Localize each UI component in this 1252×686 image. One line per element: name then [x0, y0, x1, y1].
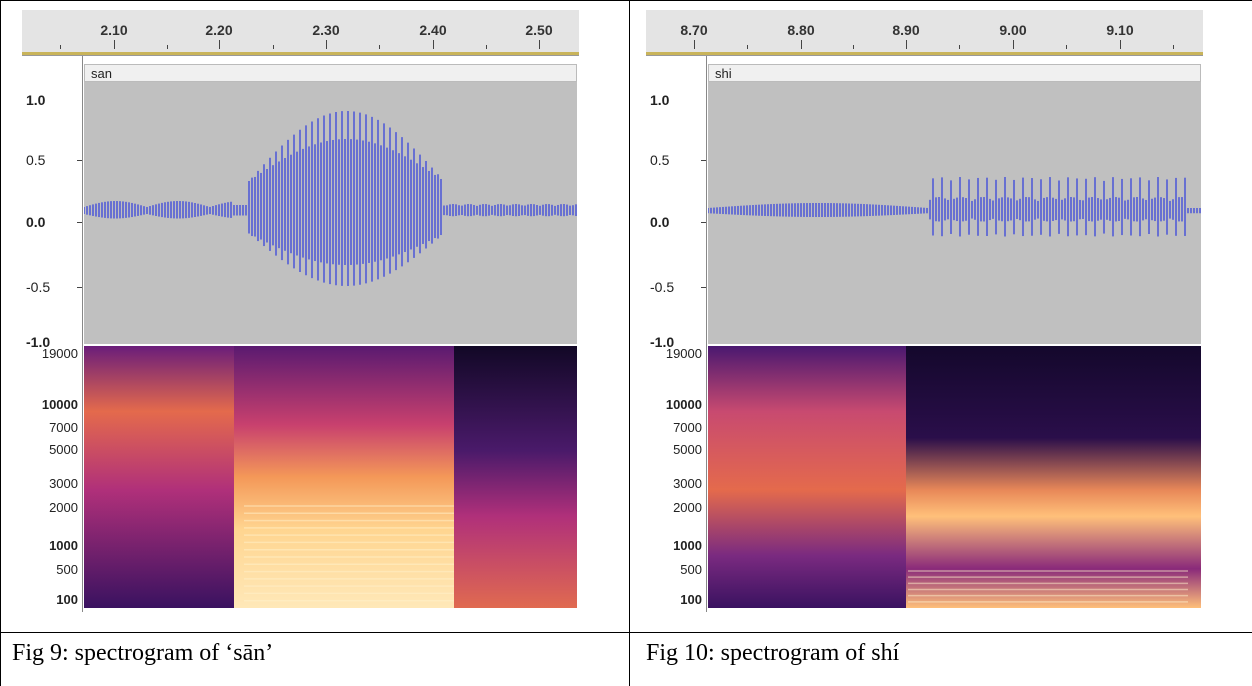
amplitude-label: 0.0 — [26, 214, 46, 230]
amplitude-tick — [701, 222, 706, 223]
ruler-minor-tick — [167, 45, 168, 49]
spectrogram-graphic — [708, 346, 1201, 608]
ruler-tick-label: 8.90 — [892, 22, 920, 38]
table-column-divider — [629, 0, 630, 686]
amplitude-label: 1.0 — [26, 92, 46, 108]
track-label[interactable]: shi — [708, 64, 1201, 82]
ruler-major-tick — [906, 40, 907, 49]
ruler-major-tick — [219, 40, 220, 49]
ruler-major-tick — [694, 40, 695, 49]
audio-panel-fig9: 2.10 2.20 2.30 2.40 2.50 1.0 0.5 0.0 -0.… — [22, 10, 579, 612]
ruler-minor-tick — [959, 45, 960, 49]
ruler-minor-tick — [486, 45, 487, 49]
waveform-view[interactable] — [707, 82, 1201, 344]
audio-panel-fig10: 8.70 8.80 8.90 9.00 9.10 1.0 0.5 0.0 -0.… — [646, 10, 1203, 612]
frequency-label: 2000 — [673, 500, 702, 515]
ruler-tick-label: 2.50 — [525, 22, 553, 38]
ruler-major-tick — [1013, 40, 1014, 49]
frequency-label: 10000 — [41, 397, 78, 412]
table-border-left — [0, 0, 1, 686]
ruler-minor-tick — [853, 45, 854, 49]
frequency-label: 7000 — [673, 420, 702, 435]
waveform-graphic — [707, 177, 1201, 237]
waveform-view[interactable] — [83, 82, 577, 344]
ruler-underline — [646, 52, 1203, 55]
amplitude-label: 1.0 — [650, 92, 670, 108]
amplitude-label: -1.0 — [650, 334, 675, 350]
figure-caption: Fig 9: spectrogram of ‘sān’ — [12, 640, 274, 666]
ruler-minor-tick — [747, 45, 748, 49]
amplitude-label: -1.0 — [26, 334, 51, 350]
frequency-label: 7000 — [49, 420, 78, 435]
frequency-label: 5000 — [49, 442, 78, 457]
ruler-tick-label: 9.10 — [1106, 22, 1134, 38]
figure-caption: Fig 10: spectrogram of shí — [646, 640, 900, 666]
ruler-major-tick — [1120, 40, 1121, 49]
frequency-label: 500 — [56, 562, 78, 577]
ruler-tick-label: 8.70 — [680, 22, 708, 38]
frequency-label: 3000 — [49, 476, 78, 491]
ruler-major-tick — [433, 40, 434, 49]
ruler-tick-label: 2.40 — [419, 22, 447, 38]
amplitude-tick — [77, 222, 82, 223]
track-axis: 1.0 0.5 0.0 -0.5 -1.0 19000 10000 7000 5… — [646, 56, 707, 612]
ruler-minor-tick — [379, 45, 380, 49]
ruler-tick-label: 8.80 — [787, 22, 815, 38]
amplitude-tick — [77, 160, 82, 161]
ruler-major-tick — [326, 40, 327, 49]
frequency-label: 500 — [680, 562, 702, 577]
time-ruler: 2.10 2.20 2.30 2.40 2.50 — [22, 10, 579, 56]
table-row-divider — [0, 632, 1252, 633]
frequency-label: 19000 — [41, 346, 78, 361]
spectrogram-graphic — [84, 346, 577, 608]
ruler-tick-label: 2.20 — [205, 22, 233, 38]
ruler-major-tick — [539, 40, 540, 49]
frequency-label: 10000 — [665, 397, 702, 412]
amplitude-label: -0.5 — [26, 279, 51, 295]
amplitude-label: 0.5 — [26, 152, 46, 168]
ruler-minor-tick — [1066, 45, 1067, 49]
time-ruler: 8.70 8.80 8.90 9.00 9.10 — [646, 10, 1203, 56]
ruler-minor-tick — [1173, 45, 1174, 49]
ruler-minor-tick — [60, 45, 61, 49]
ruler-major-tick — [114, 40, 115, 49]
table-border-top — [0, 0, 1252, 1]
waveform-graphic — [83, 111, 577, 286]
ruler-major-tick — [801, 40, 802, 49]
ruler-tick-label: 9.00 — [999, 22, 1027, 38]
ruler-tick-label: 2.30 — [312, 22, 340, 38]
ruler-tick-label: 2.10 — [100, 22, 128, 38]
amplitude-label: -0.5 — [650, 279, 675, 295]
frequency-label: 100 — [680, 592, 702, 607]
frequency-label: 19000 — [665, 346, 702, 361]
ruler-minor-tick — [273, 45, 274, 49]
amplitude-tick — [701, 160, 706, 161]
frequency-label: 100 — [56, 592, 78, 607]
frequency-label: 3000 — [673, 476, 702, 491]
spectrogram-view[interactable] — [84, 346, 577, 608]
track-label[interactable]: san — [84, 64, 577, 82]
frequency-label: 1000 — [673, 538, 702, 553]
frequency-label: 1000 — [49, 538, 78, 553]
track-axis: 1.0 0.5 0.0 -0.5 -1.0 19000 10000 7000 5… — [22, 56, 83, 612]
amplitude-label: 0.5 — [650, 152, 670, 168]
frequency-label: 2000 — [49, 500, 78, 515]
amplitude-tick — [77, 287, 82, 288]
frequency-label: 5000 — [673, 442, 702, 457]
ruler-underline — [22, 52, 579, 55]
amplitude-label: 0.0 — [650, 214, 670, 230]
spectrogram-view[interactable] — [708, 346, 1201, 608]
amplitude-tick — [701, 287, 706, 288]
